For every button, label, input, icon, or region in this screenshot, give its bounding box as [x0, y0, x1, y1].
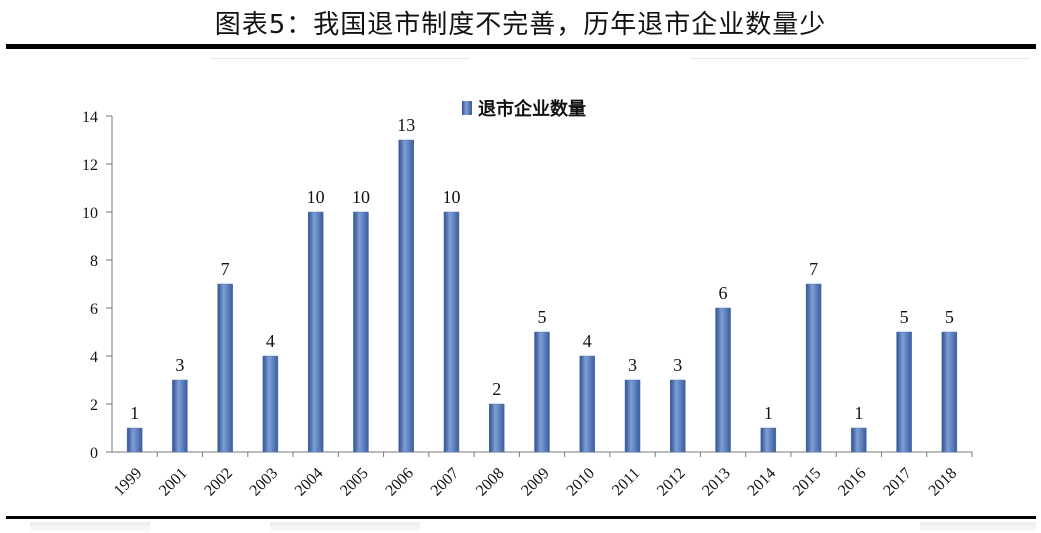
x-tick-label: 2016	[835, 465, 870, 500]
bottom-fade-mid	[270, 522, 420, 533]
x-tick-label: 2001	[156, 465, 191, 500]
y-tick-label: 10	[82, 205, 98, 222]
faint-divider-right	[690, 58, 1030, 59]
y-tick-label: 2	[90, 397, 98, 414]
data-label: 13	[397, 115, 415, 135]
x-tick-label: 2011	[609, 465, 643, 499]
data-label: 10	[442, 187, 460, 207]
x-tick-label: 2002	[201, 465, 236, 500]
legend-swatch	[462, 101, 472, 115]
y-tick-label: 12	[82, 157, 98, 174]
y-tick-label: 4	[90, 349, 98, 366]
x-tick-label: 1999	[111, 465, 146, 500]
x-tick-label: 2007	[428, 465, 463, 500]
faint-divider-left	[210, 58, 470, 59]
x-tick-label: 2014	[744, 465, 779, 500]
x-tick-label: 2012	[654, 465, 689, 500]
y-tick-label: 8	[90, 253, 98, 270]
bar	[624, 379, 641, 453]
x-tick-label: 2004	[292, 465, 327, 500]
x-tick-label: 2015	[790, 465, 825, 500]
data-label: 3	[175, 355, 184, 375]
data-label: 3	[673, 355, 682, 375]
data-label: 4	[266, 331, 275, 351]
bar	[126, 427, 143, 453]
x-tick-label: 2008	[473, 465, 508, 500]
bar	[217, 283, 233, 453]
y-ticks: 0 2 4 6 8 10 12 14	[82, 109, 112, 462]
y-tick-label: 0	[90, 445, 98, 462]
bar	[760, 427, 777, 453]
page-title: 图表5：我国退市制度不完善，历年退市企业数量少	[214, 10, 827, 40]
x-tick-label: 2017	[880, 465, 915, 500]
x-tick-label: 2009	[518, 465, 553, 500]
data-label: 4	[583, 331, 592, 351]
bar	[443, 211, 460, 453]
x-tick-label: 2013	[699, 465, 734, 500]
data-label: 3	[628, 355, 637, 375]
bar	[353, 211, 369, 453]
data-label: 2	[492, 379, 501, 399]
bar	[896, 331, 912, 453]
data-label: 7	[221, 259, 230, 279]
x-tick-label: 2010	[563, 465, 598, 500]
y-tick-label: 14	[82, 109, 98, 126]
data-label: 1	[130, 403, 139, 423]
bar	[579, 355, 596, 453]
bars	[126, 139, 958, 453]
x-ticks: 1999 2001 2002 2003 2004 2005 2006 2007 2008 2009…	[111, 452, 973, 500]
data-label: 10	[352, 187, 370, 207]
bar	[307, 211, 324, 453]
bar	[715, 307, 731, 453]
bar	[670, 379, 686, 453]
data-label: 1	[764, 403, 773, 423]
legend: 退市企业数量	[462, 98, 586, 120]
bottom-fade-left	[30, 522, 150, 533]
x-tick-label: 2005	[337, 465, 372, 500]
data-label: 5	[945, 307, 954, 327]
x-tick-label: 2006	[382, 465, 417, 500]
bottom-divider	[6, 516, 1036, 519]
bar	[851, 427, 867, 453]
bar	[805, 283, 822, 453]
data-label: 7	[809, 259, 818, 279]
bar	[262, 355, 279, 453]
data-label: 6	[719, 283, 728, 303]
bottom-fade-right	[920, 522, 1036, 533]
bar	[941, 331, 958, 453]
top-divider	[6, 44, 1036, 49]
data-label: 5	[900, 307, 909, 327]
data-label: 1	[854, 403, 863, 423]
x-tick-label: 2018	[926, 465, 961, 500]
bar	[398, 139, 414, 453]
legend-label: 退市企业数量	[478, 98, 586, 120]
bar	[534, 331, 550, 453]
bar	[488, 403, 505, 453]
y-tick-label: 6	[90, 301, 98, 318]
data-label: 5	[538, 307, 547, 327]
bar	[172, 379, 188, 453]
data-label: 10	[307, 187, 325, 207]
x-tick-label: 2003	[247, 465, 282, 500]
